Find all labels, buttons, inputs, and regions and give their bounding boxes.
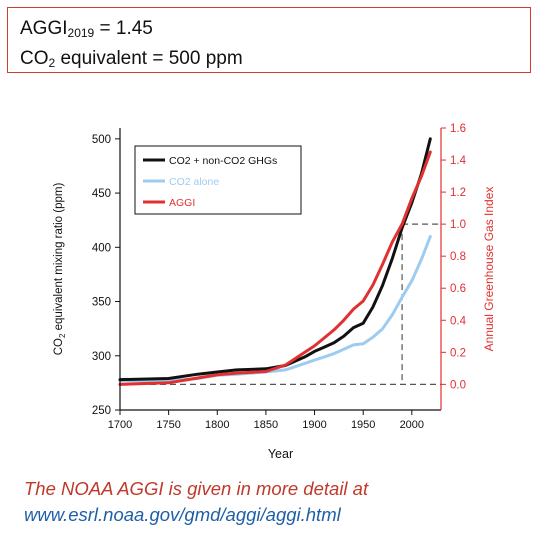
x-tick-label: 1800 bbox=[205, 419, 229, 431]
y-axis-title-rest: equivalent mixing ratio (ppm) bbox=[53, 183, 65, 334]
aggi-value: = 1.45 bbox=[94, 18, 153, 39]
x-tick-label: 1900 bbox=[302, 419, 326, 431]
y2-tick-label: 0.4 bbox=[450, 315, 467, 327]
y-tick-label: 250 bbox=[92, 405, 111, 417]
aggi-label: AGGI bbox=[20, 18, 68, 39]
y2-tick-label: 0.2 bbox=[450, 347, 466, 359]
y2-tick-label: 1.2 bbox=[450, 187, 466, 199]
series-line-0 bbox=[118, 137, 432, 382]
footer-link[interactable]: www.esrl.noaa.gov/gmd/aggi/aggi.html bbox=[24, 504, 341, 525]
series-line-2 bbox=[118, 150, 432, 386]
y2-tick-label: 1.4 bbox=[450, 155, 467, 167]
co2-label: CO bbox=[20, 48, 49, 69]
x-tick-label: 1950 bbox=[351, 419, 375, 431]
legend-label-1: CO2 alone bbox=[169, 176, 219, 188]
co2-equivalent-value: equivalent = 500 ppm bbox=[55, 48, 243, 69]
y2-tick-label: 1.6 bbox=[450, 123, 466, 135]
y2-tick-label: 0.0 bbox=[450, 379, 466, 391]
y2-tick-label: 0.8 bbox=[450, 251, 466, 263]
co2-subscript: 2 bbox=[48, 56, 56, 70]
aggi-chart: 1700 1750 1800 1850 1900 1950 2000 250 300 350 400… bbox=[53, 123, 496, 461]
aggi-year-subscript: 2019 bbox=[67, 26, 95, 40]
x-tick-label: 1850 bbox=[254, 419, 278, 431]
series-lines bbox=[118, 137, 432, 386]
y-tick-label: 350 bbox=[92, 297, 111, 309]
y2-tick-label: 1.0 bbox=[450, 219, 466, 231]
y2-tick-label: 0.6 bbox=[450, 283, 466, 295]
y-tick-label: 450 bbox=[92, 188, 111, 200]
aggi-value-line: AGGI2019 = 1.45 bbox=[20, 16, 518, 46]
plot-area bbox=[120, 223, 441, 385]
aggi-summary-box: AGGI2019 = 1.45 CO2 equivalent = 500 ppm bbox=[7, 7, 531, 73]
y-tick-label: 300 bbox=[92, 351, 111, 363]
footer-text: The NOAA AGGI is given in more detail at bbox=[24, 478, 369, 499]
legend-label-0: CO2 + non-CO2 GHGs bbox=[169, 155, 277, 167]
legend: CO2 + non-CO2 GHGs CO2 alone AGGI bbox=[134, 145, 302, 215]
x-tick-label: 2000 bbox=[400, 419, 424, 431]
y-axis-title-subscript: 2 bbox=[58, 333, 67, 338]
x-tick-label: 1700 bbox=[108, 419, 132, 431]
y-axis-title-co: CO bbox=[53, 338, 65, 355]
y-axis-title: CO2 equivalent mixing ratio (ppm) bbox=[53, 183, 67, 356]
y-tick-label: 500 bbox=[92, 134, 111, 146]
y2-axis-title: Annual Greenhouse Gas Index bbox=[482, 187, 496, 352]
legend-label-2: AGGI bbox=[169, 197, 195, 209]
x-axis-title: Year bbox=[268, 447, 293, 461]
x-tick-label: 1750 bbox=[156, 419, 180, 431]
co2-equivalent-line: CO2 equivalent = 500 ppm bbox=[20, 46, 518, 76]
axis-labels: Year CO2 equivalent mixing ratio (ppm) Ann… bbox=[53, 183, 496, 461]
y-tick-label: 400 bbox=[92, 242, 111, 254]
axes: 1700 1750 1800 1850 1900 1950 2000 250 300 350 400… bbox=[92, 123, 467, 431]
